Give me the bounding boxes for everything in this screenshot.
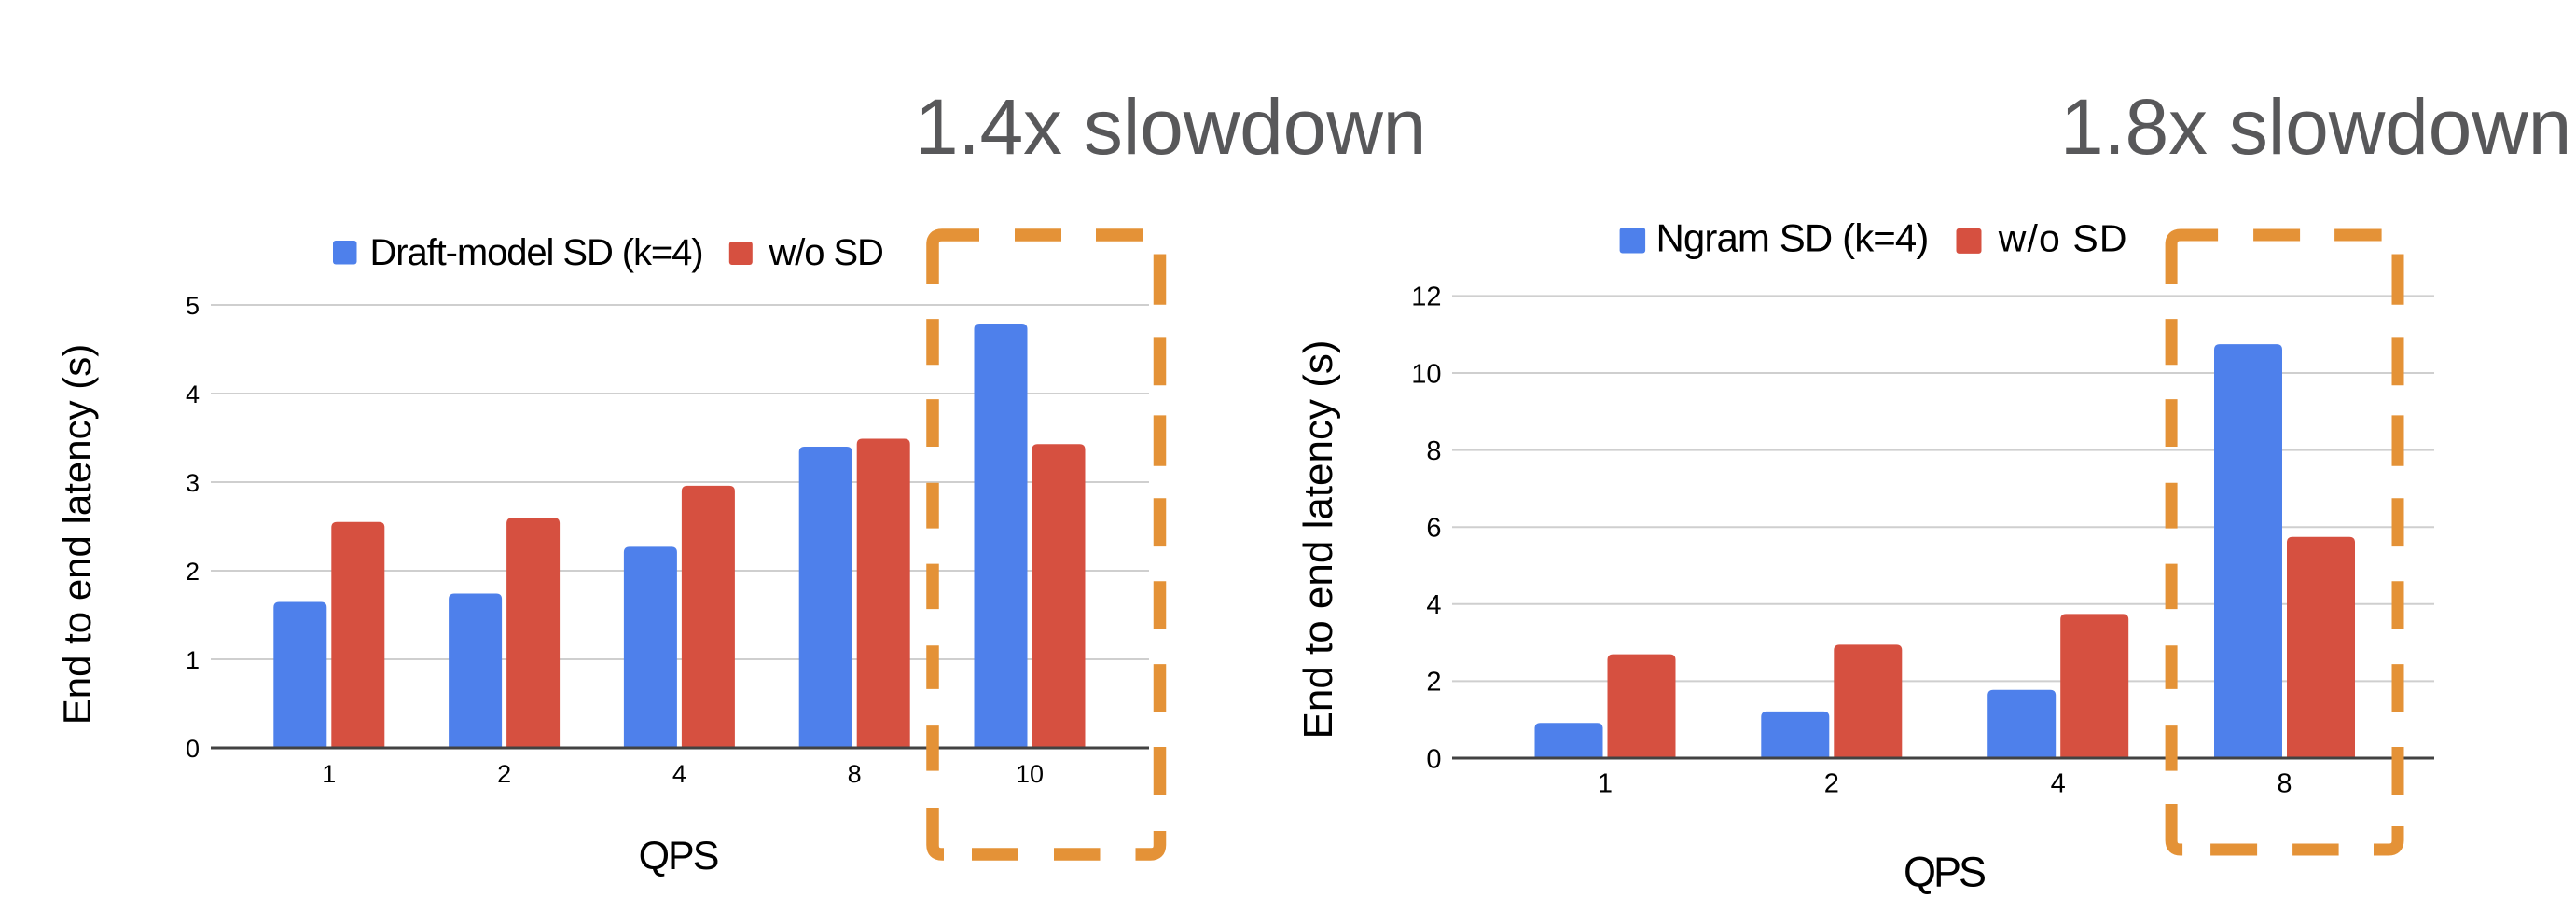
svg-text:0: 0 [186,735,200,763]
svg-text:8: 8 [1426,436,1441,466]
svg-text:1: 1 [186,646,200,674]
svg-text:4: 4 [672,760,686,788]
svg-text:4: 4 [1426,590,1441,620]
svg-text:Draft-model SD (k=4): Draft-model SD (k=4) [370,232,703,273]
svg-text:6: 6 [1426,514,1441,544]
svg-text:0: 0 [1426,744,1441,774]
svg-text:2: 2 [186,558,200,586]
svg-text:w/o SD: w/o SD [769,232,883,273]
svg-text:5: 5 [186,292,200,320]
svg-text:1.8x slowdown: 1.8x slowdown [2060,83,2571,171]
svg-text:w/o SD: w/o SD [1998,217,2128,260]
svg-text:10: 10 [1411,359,1441,389]
svg-text:12: 12 [1411,283,1441,312]
svg-text:QPS: QPS [639,834,718,878]
svg-text:QPS: QPS [1904,849,1985,896]
svg-text:1: 1 [322,760,336,788]
svg-text:3: 3 [186,469,200,497]
svg-text:Ngram SD (k=4): Ngram SD (k=4) [1656,216,1929,260]
svg-text:2: 2 [497,760,511,788]
svg-text:End to end latency (s): End to end latency (s) [55,344,99,725]
svg-text:1.4x slowdown: 1.4x slowdown [915,83,1426,171]
svg-text:1: 1 [1598,769,1613,799]
svg-text:8: 8 [848,760,862,788]
svg-text:8: 8 [2277,769,2292,799]
svg-text:4: 4 [2051,769,2066,799]
svg-text:2: 2 [1426,668,1441,698]
svg-text:End to end latency (s): End to end latency (s) [1295,339,1341,739]
svg-text:2: 2 [1824,769,1839,799]
svg-text:4: 4 [186,380,200,408]
svg-text:10: 10 [1016,760,1044,788]
